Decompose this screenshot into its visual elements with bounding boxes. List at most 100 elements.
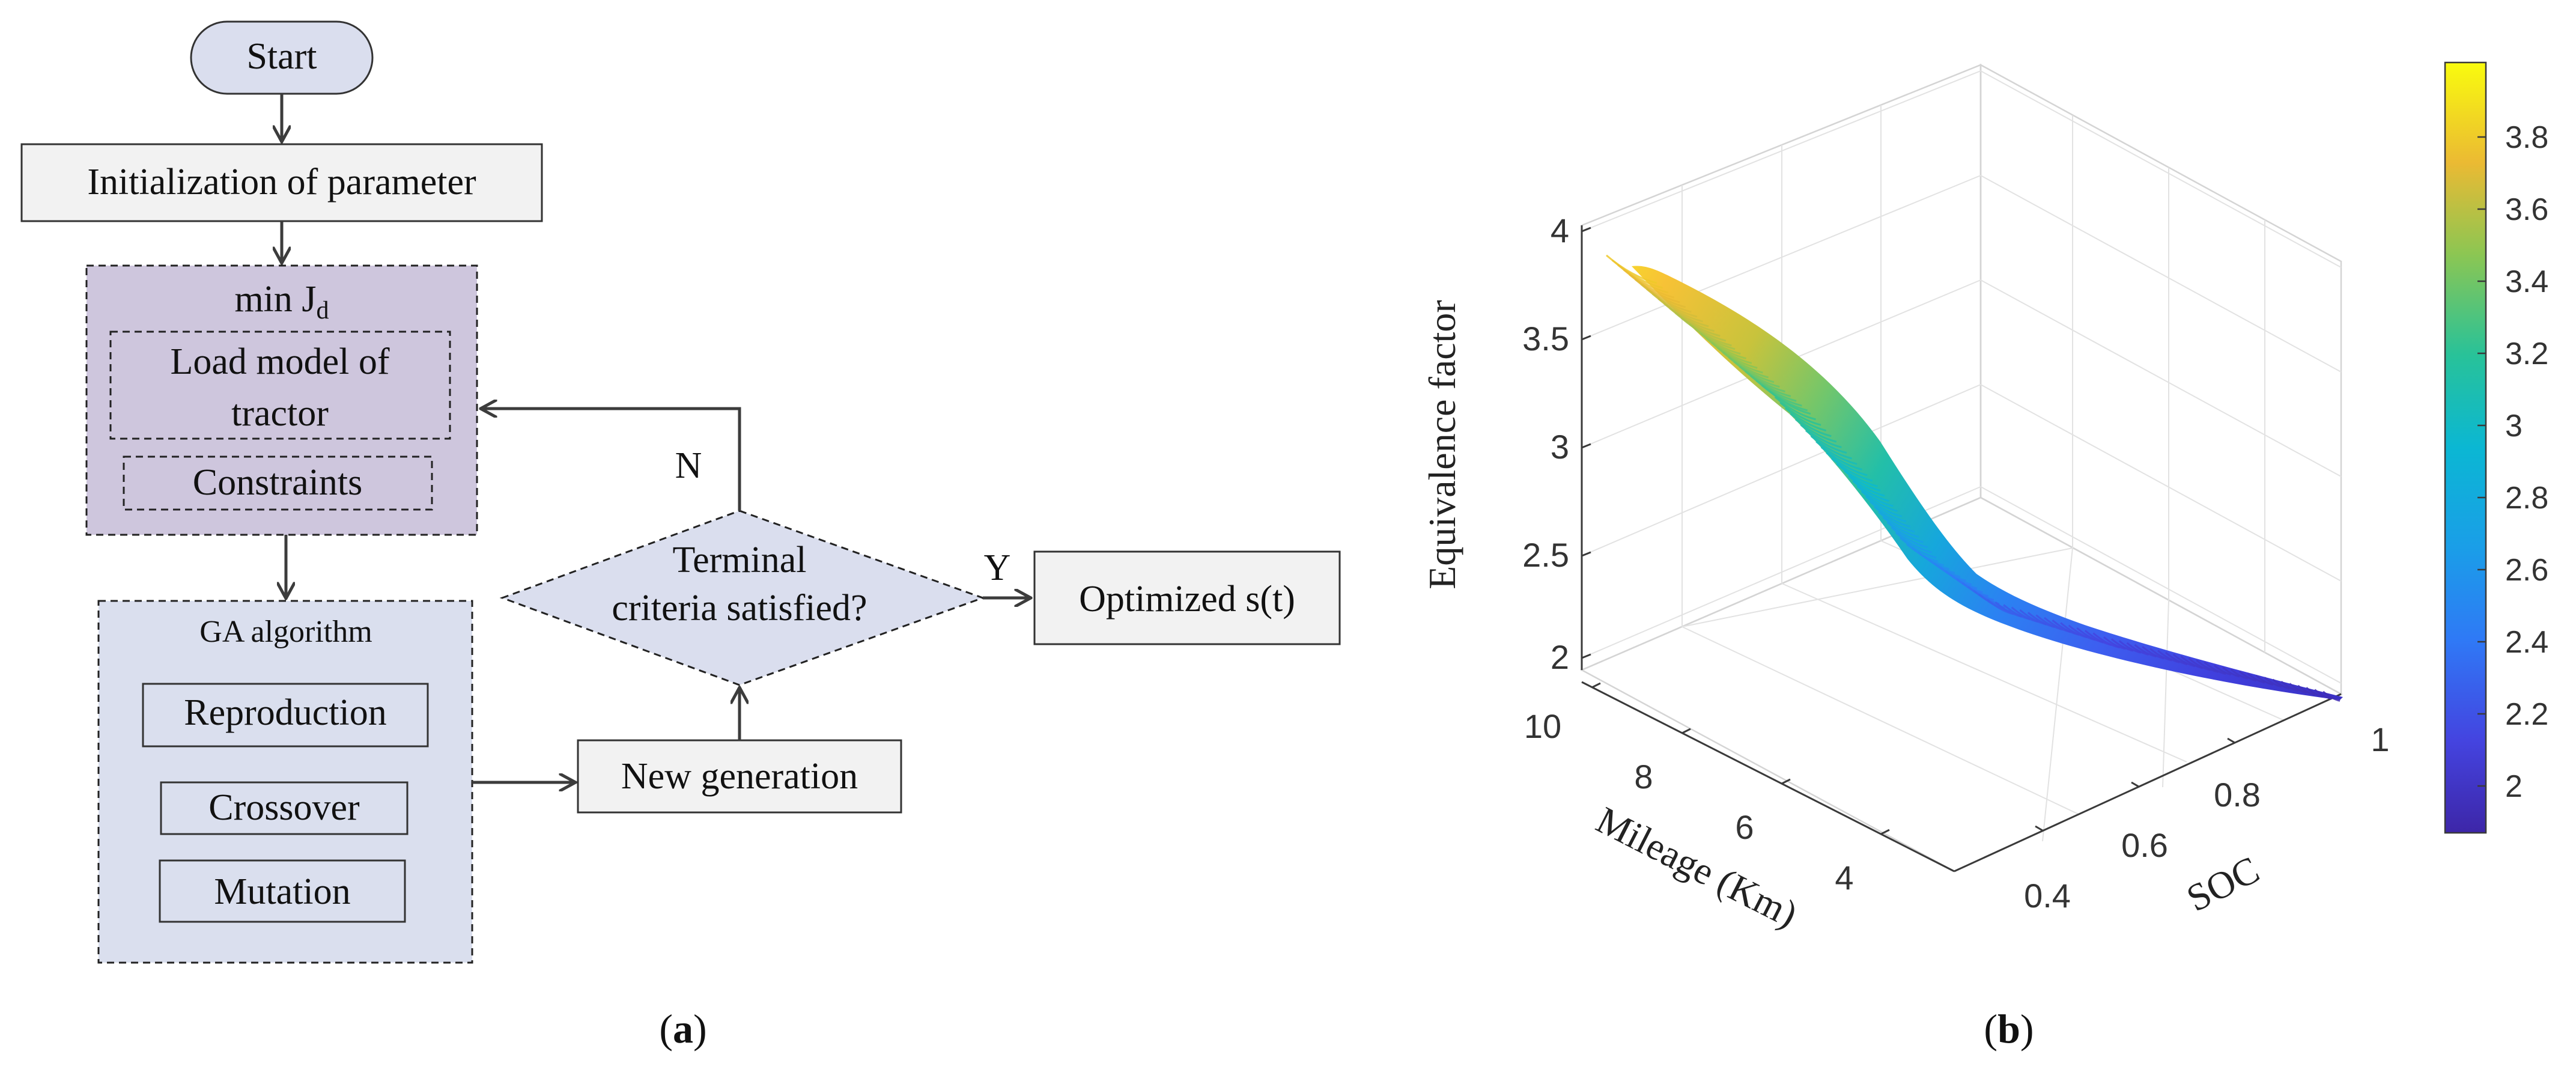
surface-band [1632, 266, 2343, 700]
back-right-wall [1979, 63, 2342, 696]
surface-ripple [1629, 273, 1680, 303]
surface-ripple [1606, 254, 1657, 284]
surface-ripple [1830, 457, 1873, 482]
crossover-label: Crossover [208, 787, 360, 828]
surface-ripple [2214, 665, 2232, 676]
surface-ripple [1634, 278, 1686, 308]
surface-ripple [1700, 332, 1746, 360]
surface [1606, 254, 2343, 702]
colorbar-tick: 2.8 [2505, 481, 2548, 516]
z-tick-labels: 4 3.5 3 2.5 2 [1522, 212, 1569, 676]
surface-ripple [1895, 532, 1933, 553]
surface-ripple [1836, 463, 1878, 487]
x-tick-labels: 10 8 6 4 [1524, 707, 1854, 897]
grid-lines [1581, 70, 2342, 842]
x-tick: 10 [1524, 707, 1561, 745]
output-label: Optimized s(t) [1079, 579, 1295, 620]
surface-ripple [2103, 636, 2126, 650]
surface-ripple [1646, 288, 1698, 318]
surface-ripple [2149, 648, 2172, 662]
y-tick: 0.4 [2024, 877, 2071, 915]
surface-ripple [1689, 323, 1736, 350]
x-axis-label: Mileage (Km) [1590, 799, 1804, 936]
z-tick: 3.5 [1522, 320, 1569, 358]
surface-ripple [1623, 269, 1675, 299]
start-label: Start [246, 36, 317, 77]
surface-ripple [1728, 356, 1775, 383]
surface-ripple [2110, 638, 2134, 652]
surface-ripples [1606, 254, 2341, 702]
surface-ripple [1733, 361, 1780, 388]
surface-ripple [2157, 650, 2180, 663]
surface-ripple [2238, 671, 2257, 682]
surface-ripple [1790, 413, 1832, 437]
surface-ripple [1694, 327, 1741, 355]
crossover-box [160, 781, 409, 835]
colorbar-tick: 2.2 [2505, 697, 2548, 732]
mutation-box [159, 859, 406, 923]
surface-ripple [1722, 352, 1769, 379]
surface-plot: 4 3.5 3 2.5 2 10 8 6 4 0.4 0.6 0.8 1 Equ… [1421, 61, 2548, 1052]
surface-ripple [1882, 516, 1919, 538]
decision-diamond [499, 510, 986, 686]
surface-ripple [1820, 446, 1863, 471]
constraints-label: Constraints [193, 462, 362, 503]
surface-ripple [2118, 640, 2142, 654]
surface-ripple [1800, 424, 1842, 448]
surface-ripple [2204, 661, 2226, 675]
y-tick: 0.8 [2214, 776, 2261, 814]
x-tick: 8 [1634, 758, 1653, 796]
surface-ripple [1886, 522, 1924, 543]
surface-ripple [1848, 475, 1885, 497]
mutation-label: Mutation [214, 871, 350, 912]
load-model-box [109, 330, 451, 440]
colorbar-tickmarks [2477, 136, 2486, 787]
surface-ripple [1739, 365, 1785, 393]
surface-ripple [2142, 646, 2164, 660]
surface-ripple [1865, 496, 1903, 517]
colorbar-tick: 3.6 [2505, 192, 2548, 227]
z-axis-label: Equivalence factor [1421, 300, 1463, 589]
objective-label: min Jd [234, 279, 329, 324]
objective-main: min J [234, 279, 316, 320]
z-tick: 2 [1551, 638, 1569, 676]
surface-ripple [1794, 418, 1837, 443]
y-tick-labels: 0.4 0.6 0.8 1 [2024, 720, 2390, 915]
ga-title: GA algorithm [199, 615, 372, 649]
y-tick: 1 [2371, 720, 2389, 758]
y-axis-label: SOC [2180, 848, 2266, 920]
load-model-line1: Load model of [170, 341, 389, 382]
flowchart: Start Initialization of parameter min Jd… [20, 20, 1341, 1052]
surface-ripple [2280, 681, 2298, 692]
surface-ripple [2255, 674, 2274, 686]
no-label: N [675, 445, 702, 486]
surface-ripple [1716, 347, 1763, 374]
x-tick: 6 [1735, 808, 1754, 846]
surface-ripple [2196, 659, 2219, 673]
surface-ripple [1651, 293, 1703, 323]
surface-ripple [2134, 644, 2157, 658]
surface-ripple [1617, 264, 1669, 294]
surface-ripple [2230, 668, 2249, 680]
colorbar-tick: 2.4 [2505, 625, 2548, 660]
arrow-decision-no [481, 409, 741, 511]
new-generation-box [577, 739, 902, 814]
colorbar: 3.8 3.6 3.4 3.2 3 2.8 2.6 2.4 2.2 2 [2444, 61, 2548, 834]
surface-ripple [1844, 470, 1881, 492]
surface-ripple [2222, 666, 2240, 678]
surface-ripple [2180, 656, 2203, 669]
surface-ripple [1815, 440, 1858, 465]
surface-ripple [1826, 452, 1868, 477]
surface-ripple [1657, 297, 1709, 327]
surface-ripple [1779, 401, 1821, 426]
panel-b-letter: b [1997, 1006, 2020, 1052]
surface-ripple [2164, 651, 2188, 666]
surface-ripple [2322, 690, 2341, 702]
x-tick: 4 [1835, 859, 1853, 897]
surface-ripple [2264, 677, 2282, 688]
z-tick: 4 [1551, 212, 1569, 249]
y-tick: 0.6 [2121, 826, 2168, 864]
panel-a-label: (a) [659, 1006, 706, 1052]
surface-ripple [1869, 501, 1907, 523]
z-tick: 3 [1551, 428, 1569, 466]
